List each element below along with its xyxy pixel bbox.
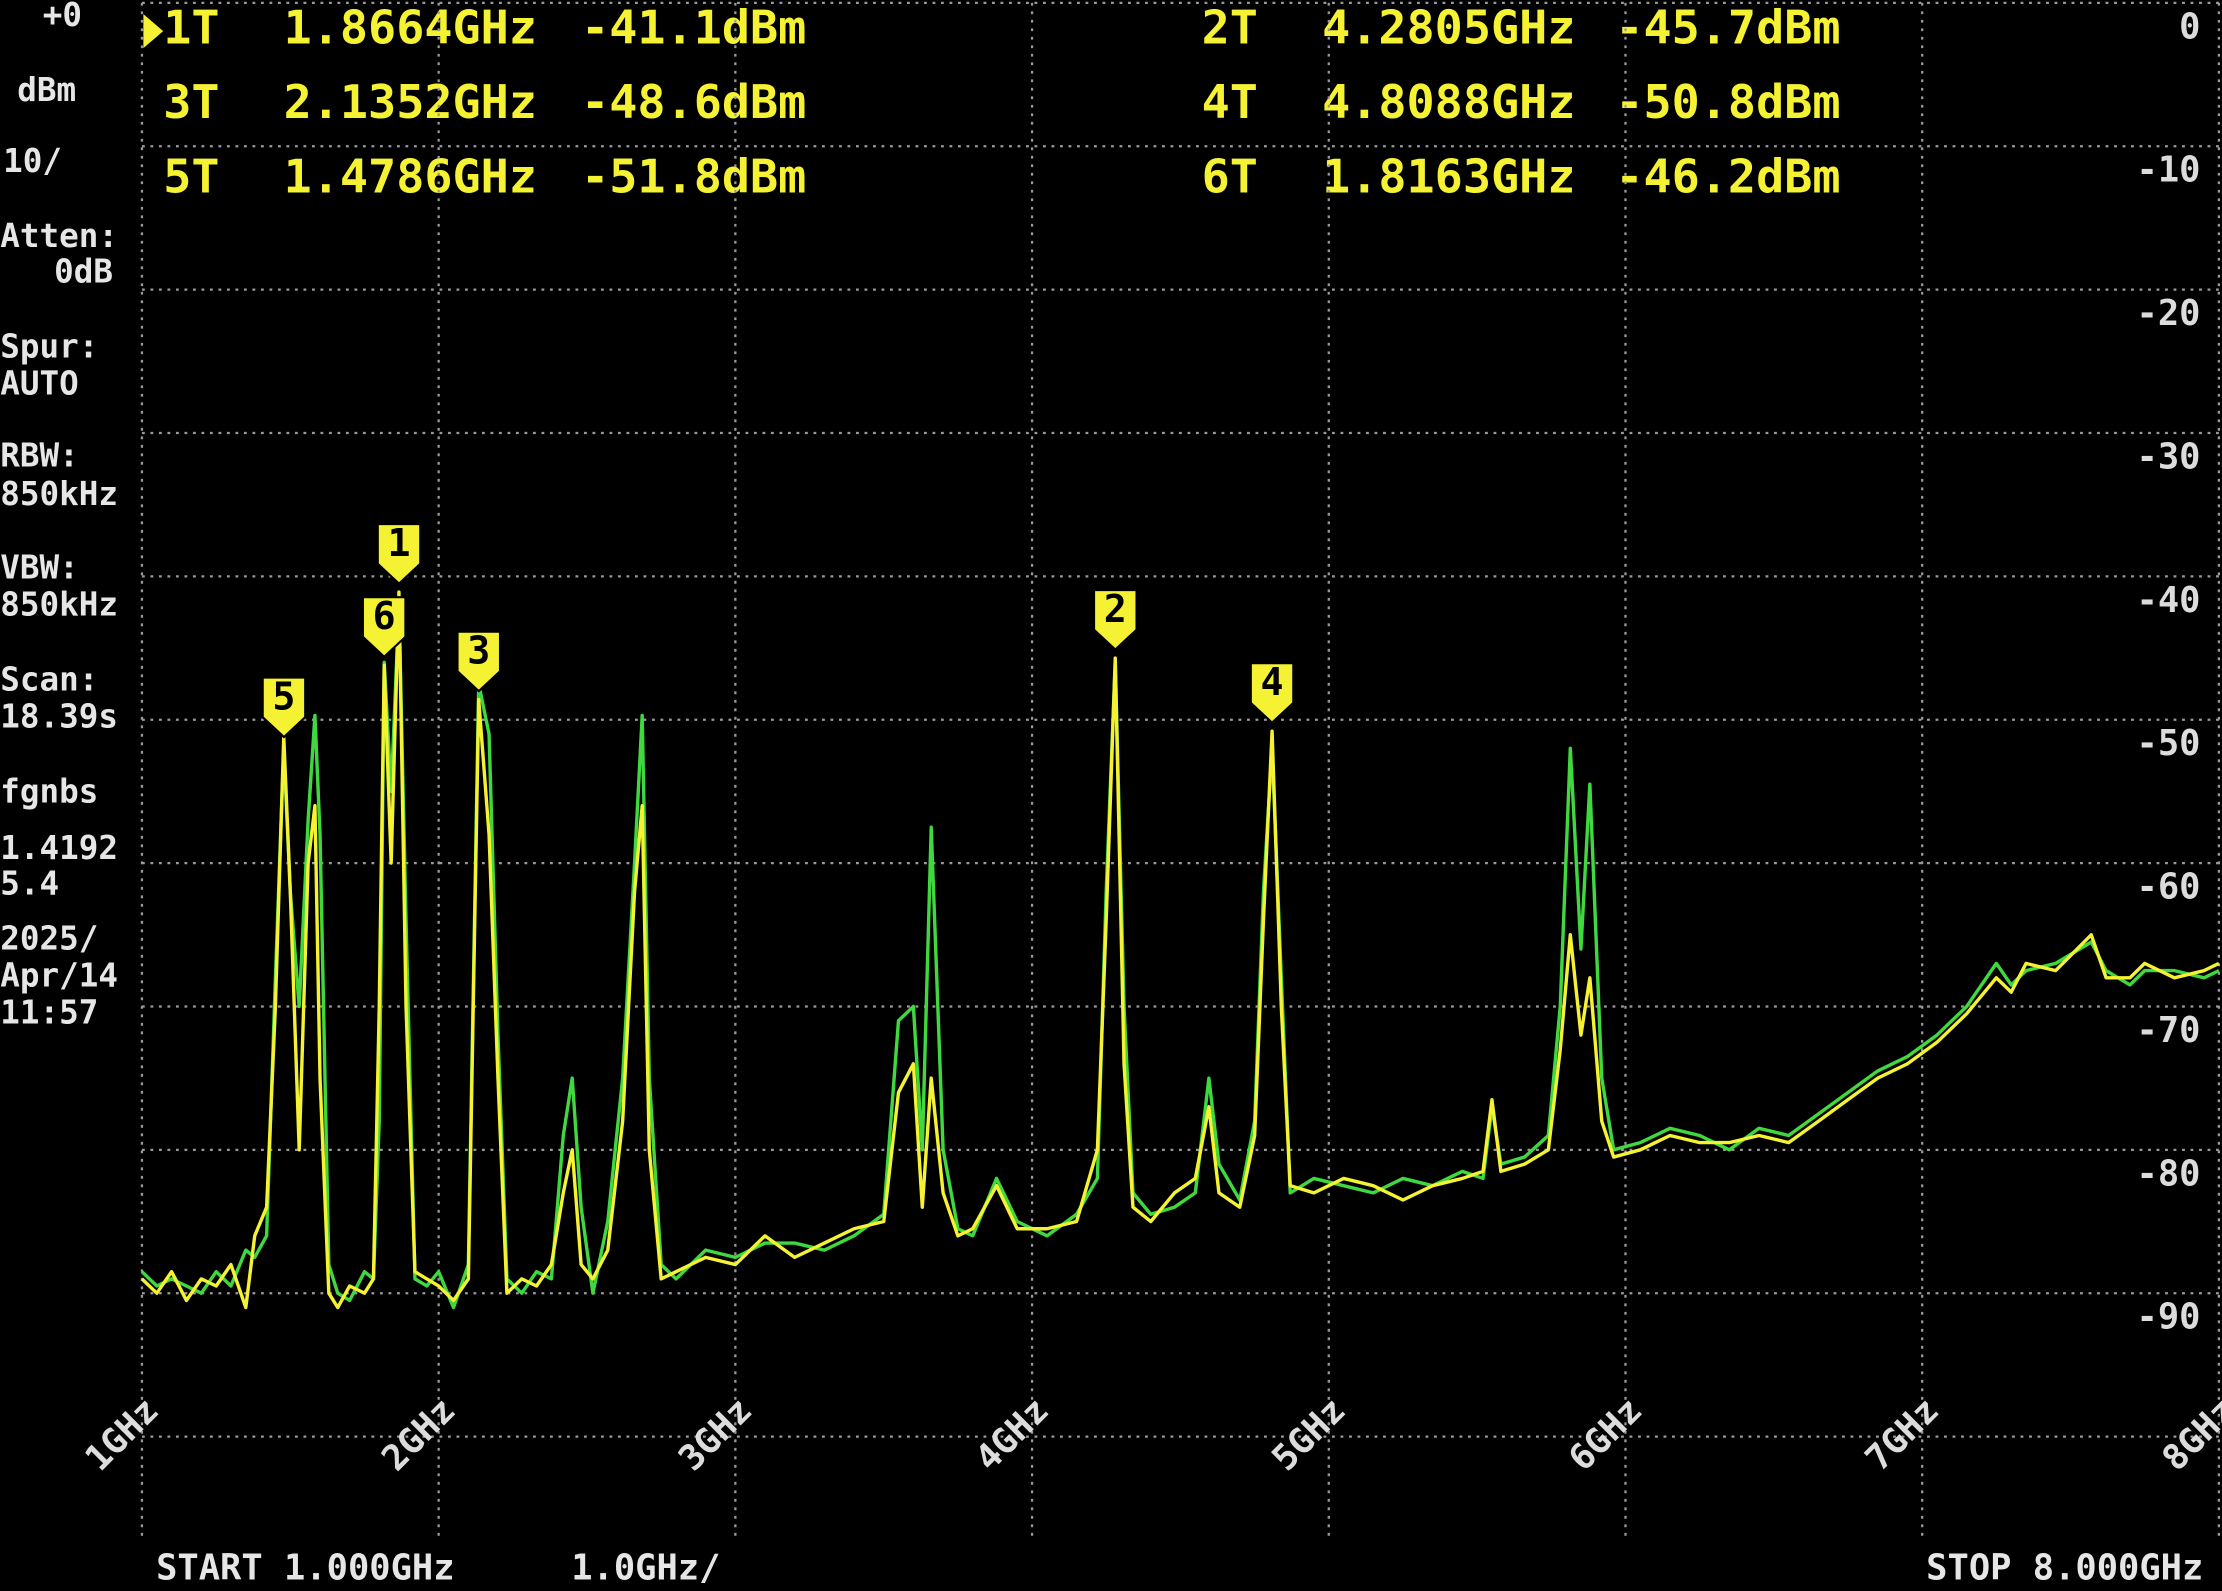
marker-label: 4T [1202, 76, 1258, 130]
marker-level: -41.1dBm [581, 2, 806, 56]
span-per-div: 1.0GHz/ [571, 1548, 720, 1589]
side-info: 5.4 [0, 864, 59, 902]
side-info: VBW: [0, 549, 78, 587]
marker-freq: 2.1352GHz [284, 76, 537, 130]
marker-badge [376, 523, 422, 586]
y-tick-label: -90 [2137, 1297, 2201, 1338]
side-info: 18.39s [0, 697, 118, 735]
marker: 5 [261, 674, 307, 739]
marker-number: 3 [467, 628, 490, 673]
marker-freq: 1.8163GHz [1322, 150, 1575, 204]
marker: 4 [1249, 660, 1295, 725]
side-info: Atten: [0, 217, 118, 255]
start-freq: START 1.000GHz [156, 1548, 454, 1589]
side-info: 10/ [3, 142, 62, 180]
y-tick-label: -40 [2137, 580, 2201, 621]
marker-level: -46.2dBm [1615, 150, 1840, 204]
y-tick-label: -10 [2137, 150, 2201, 191]
marker: 3 [456, 628, 502, 693]
marker-badge [456, 630, 502, 693]
y-tick-label: -50 [2137, 723, 2201, 764]
marker-level: -48.6dBm [581, 76, 806, 130]
trace [140, 590, 2220, 1310]
marker: 2 [1092, 587, 1138, 652]
marker-number: 1 [387, 521, 410, 566]
side-info: 1.4192 [0, 829, 118, 867]
marker: 6 [361, 594, 407, 659]
marker-level: -45.7dBm [1615, 2, 1840, 56]
marker-number: 2 [1104, 587, 1127, 632]
y-tick-label: -70 [2137, 1010, 2201, 1051]
marker-badge [1249, 662, 1295, 725]
marker: 1 [376, 521, 422, 586]
side-info: Spur: [0, 328, 98, 366]
side-info: AUTO [0, 364, 78, 402]
marker-badge [261, 676, 307, 739]
marker-freq: 1.8664GHz [284, 2, 537, 56]
marker-badge [1092, 588, 1138, 652]
marker-label: 3T [163, 76, 219, 130]
y-tick-label: 0 [2179, 6, 2200, 47]
side-info: Apr/14 [0, 957, 118, 995]
trace [140, 603, 2220, 1310]
y-tick-label: -30 [2137, 436, 2201, 477]
marker-label: 6T [1202, 150, 1258, 204]
y-tick-label: -20 [2137, 293, 2201, 334]
marker-level: -51.8dBm [581, 150, 806, 204]
side-info: 850kHz [0, 475, 118, 513]
marker-freq: 1.4786GHz [284, 150, 537, 204]
marker-label: 1T [163, 2, 219, 56]
marker-label: 2T [1202, 2, 1258, 56]
side-info: 2025/ [0, 920, 98, 958]
side-info: RBW: [0, 437, 78, 475]
side-info: +0 [43, 0, 82, 34]
side-info: dBm [17, 71, 76, 109]
side-info: fgnbs [0, 772, 98, 810]
marker-number: 6 [373, 594, 396, 639]
side-info: 0dB [54, 252, 113, 290]
marker-freq: 4.8088GHz [1322, 76, 1575, 130]
side-info: 850kHz [0, 585, 118, 623]
side-info: 11:57 [0, 993, 98, 1031]
marker-number: 4 [1261, 660, 1284, 705]
stop-freq: STOP 8.000GHz [1926, 1548, 2203, 1589]
side-info: Scan: [0, 660, 98, 698]
y-tick-label: -60 [2137, 867, 2201, 908]
marker-label: 5T [163, 150, 219, 204]
marker-number: 5 [272, 674, 295, 719]
selected-marker-arrow [143, 14, 164, 49]
y-tick-label: -80 [2137, 1153, 2201, 1194]
marker-badge [361, 596, 407, 659]
marker-freq: 4.2805GHz [1322, 2, 1575, 56]
marker-level: -50.8dBm [1615, 76, 1840, 130]
